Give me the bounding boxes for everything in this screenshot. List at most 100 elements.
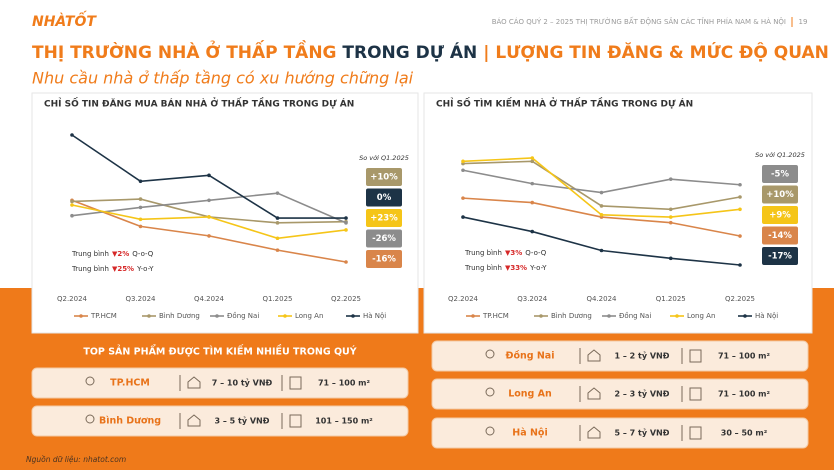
point — [530, 181, 535, 186]
annotation-change: ▼2% — [112, 250, 129, 258]
pin-icon — [485, 349, 495, 359]
pin-icon — [85, 414, 95, 424]
x-tick-label: Q2.2025 — [331, 295, 361, 303]
legend-label: Long An — [295, 312, 323, 320]
legend-label: Bình Dương — [551, 312, 592, 320]
source: Nguồn dữ liệu: nhatot.com — [26, 455, 126, 464]
point — [138, 179, 143, 184]
badge-label: -17% — [768, 252, 792, 262]
badge — [762, 185, 798, 204]
point — [344, 260, 348, 264]
point — [599, 213, 604, 217]
products-title: TOP SẢN PHẨM ĐƯỢC TÌM KIẾM NHIỀU TRONG Q… — [83, 345, 356, 358]
x-tick-label: Q1.2025 — [262, 295, 292, 303]
chart-panel — [423, 92, 813, 334]
point — [275, 221, 280, 225]
badge — [762, 247, 798, 265]
badge — [762, 165, 798, 183]
x-tick-label: Q4.2024 — [194, 295, 225, 303]
badge-label: -16% — [372, 255, 396, 265]
house-icon — [587, 426, 601, 439]
legend-label: Long An — [687, 312, 715, 320]
house-icon — [587, 387, 601, 400]
price: 7 – 10 tỷ VNĐ — [212, 378, 273, 388]
badge-label: +23% — [370, 214, 398, 224]
point — [207, 173, 211, 178]
point — [599, 204, 604, 208]
legend-dot — [283, 314, 287, 318]
annotation-period: Y-o-Y — [529, 264, 547, 272]
x-tick-label: Q3.2024 — [517, 295, 548, 303]
pin-icon — [85, 376, 95, 386]
legend-dot — [471, 314, 475, 318]
annotation: Trung bình ▼2% Q-o-Q — [71, 250, 154, 258]
annotation: Trung bình ▼33% Y-o-Y — [464, 264, 547, 272]
point — [207, 198, 211, 203]
annotation-label: Trung bình — [464, 264, 502, 272]
point — [668, 215, 673, 219]
area: 71 – 100 m² — [318, 379, 371, 388]
legend-dot — [607, 314, 611, 318]
annotation-period: Q-o-Q — [132, 250, 154, 258]
x-tick-label: Q2.2024 — [448, 295, 479, 303]
point — [70, 203, 74, 207]
legend-dot — [351, 314, 355, 318]
product-card — [431, 417, 809, 449]
legend-dot — [675, 314, 679, 318]
x-tick-label: Q1.2025 — [656, 295, 686, 303]
title-part: THỊ TRƯỜNG NHÀ Ở THẤP TẦNG — [32, 39, 342, 63]
house-icon — [587, 349, 601, 362]
badge — [762, 206, 798, 224]
annotation-label: Trung bình — [71, 265, 109, 273]
point — [138, 197, 143, 201]
annotation-change: ▼33% — [505, 264, 527, 272]
point — [461, 159, 465, 164]
point — [344, 221, 348, 225]
area: 71 – 100 m² — [718, 352, 771, 361]
point — [738, 207, 742, 212]
legend-label: TP.HCM — [482, 312, 509, 320]
area: 71 – 100 m² — [718, 390, 771, 399]
badge-label: -14% — [768, 231, 792, 241]
area: 101 – 150 m² — [315, 417, 373, 426]
title-part: | LƯỢNG TIN ĐĂNG & MỨC ĐỘ QUAN TÂM — [477, 41, 834, 63]
house-icon — [187, 376, 201, 389]
annotation-period: Y-o-Y — [136, 265, 154, 273]
legend-label: Đồng Nai — [227, 312, 259, 320]
page-number: 19 — [799, 18, 808, 26]
area-icon — [689, 387, 702, 401]
annotation-label: Trung bình — [71, 250, 109, 258]
point — [738, 234, 742, 238]
point — [530, 159, 535, 164]
annotation: Trung bình ▼3% Q-o-Q — [464, 249, 547, 257]
badge-label: -5% — [771, 170, 789, 180]
badge-label: -26% — [372, 234, 396, 244]
house-icon — [187, 414, 201, 427]
badge — [762, 226, 798, 245]
legend-dot — [147, 314, 151, 318]
price: 1 – 2 tỷ VNĐ — [615, 351, 670, 361]
price: 5 – 7 tỷ VNĐ — [615, 428, 670, 438]
x-tick-label: Q4.2024 — [586, 295, 617, 303]
area-icon — [289, 414, 302, 428]
badge-label: +9% — [769, 211, 791, 221]
product-card — [31, 367, 409, 399]
point — [461, 168, 465, 173]
point — [70, 213, 74, 218]
badge-title: So với Q1.2025 — [755, 151, 805, 159]
legend-label: Hà Nội — [363, 312, 386, 320]
pin-icon — [485, 387, 495, 397]
x-tick-label: Q2.2025 — [725, 295, 755, 303]
product-card — [431, 340, 809, 372]
x-tick-label: Q2.2024 — [57, 295, 88, 303]
report-name: BÁO CÁO QUÝ 2 – 2025 THỊ TRƯỜNG BẤT ĐỘNG… — [492, 16, 786, 26]
logo: NHÀTỐT — [32, 10, 97, 30]
point — [461, 196, 465, 200]
point — [138, 205, 143, 210]
badge — [366, 209, 402, 227]
badge — [366, 168, 402, 186]
badge — [366, 250, 402, 268]
point — [738, 195, 742, 199]
point — [738, 182, 742, 187]
